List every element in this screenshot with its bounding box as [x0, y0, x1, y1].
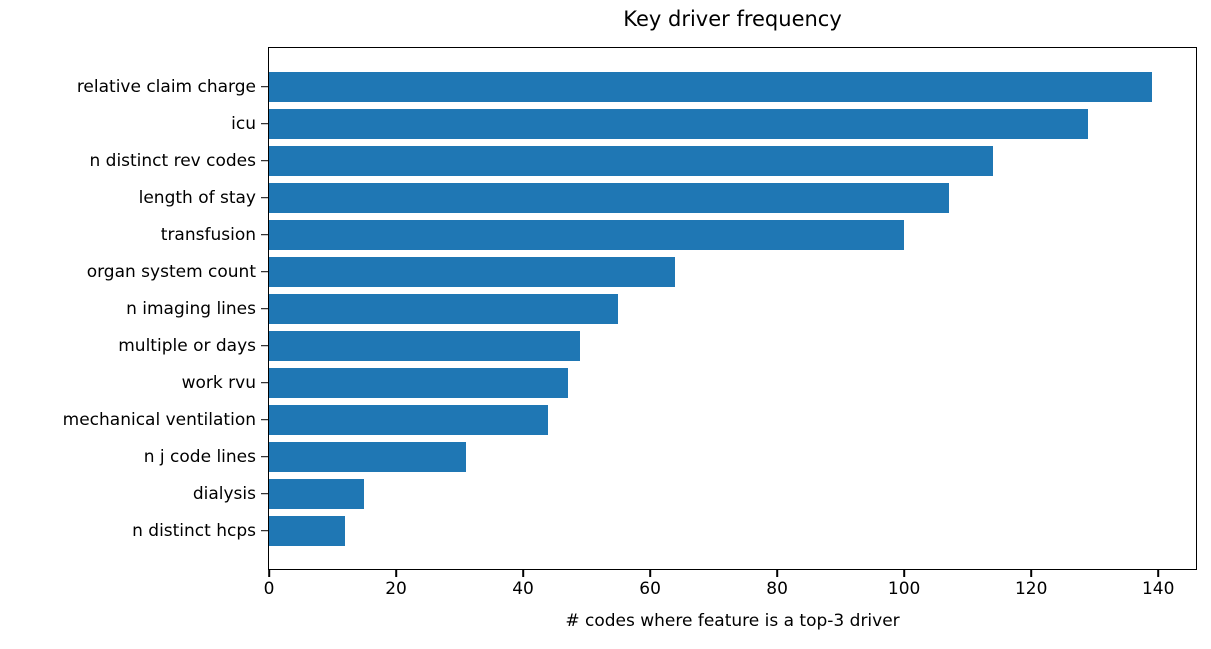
y-tick-mark — [261, 307, 268, 310]
category-label: multiple or days — [118, 335, 256, 356]
y-tick-mark — [261, 270, 268, 273]
x-tick-mark — [1030, 570, 1032, 577]
x-tick-label: 80 — [766, 579, 788, 599]
category-label: work rvu — [181, 372, 256, 393]
x-tick-mark — [522, 570, 524, 577]
plot-area: relative claim charge icu n distinct rev c… — [63, 47, 1197, 599]
x-tick-label: 20 — [385, 579, 407, 599]
bar-row: icu — [231, 105, 1196, 142]
category-label: length of stay — [138, 187, 256, 208]
bar — [269, 441, 466, 472]
bar — [269, 145, 994, 176]
x-tick-mark — [1157, 570, 1159, 577]
category-label: n j code lines — [143, 446, 256, 467]
bar — [269, 367, 568, 398]
x-tick-label: 120 — [1014, 579, 1048, 599]
x-tick-mark — [649, 570, 651, 577]
bar — [269, 478, 365, 509]
bar — [269, 515, 346, 546]
x-tick-mark — [268, 570, 270, 577]
bar — [269, 108, 1089, 139]
category-label: mechanical ventilation — [62, 409, 256, 430]
bar — [269, 404, 549, 435]
y-tick-mark — [261, 344, 268, 347]
y-tick-mark — [261, 381, 268, 384]
bar-row: dialysis — [193, 475, 1196, 512]
bar-row: n distinct hcps — [132, 512, 1196, 549]
y-tick-mark — [261, 418, 268, 421]
bar-row: work rvu — [182, 364, 1196, 401]
bar-row: transfusion — [161, 216, 1196, 253]
x-tick-mark — [776, 570, 778, 577]
bar-row: length of stay — [139, 179, 1196, 216]
bar-row: multiple or days — [118, 327, 1196, 364]
category-label: n distinct hcps — [132, 520, 256, 541]
bar — [269, 256, 676, 287]
bar — [269, 182, 949, 213]
category-label: organ system count — [86, 261, 256, 282]
category-label: n imaging lines — [126, 298, 256, 319]
category-label: n distinct rev codes — [89, 150, 256, 171]
category-label: transfusion — [160, 224, 256, 245]
bar-row: relative claim charge — [77, 68, 1196, 105]
y-tick-mark — [261, 455, 268, 458]
x-tick-label: 60 — [639, 579, 661, 599]
x-tick-label: 140 — [1141, 579, 1175, 599]
x-tick-label: 100 — [887, 579, 921, 599]
category-label: icu — [231, 113, 256, 134]
bars-container: relative claim charge icu n distinct rev c… — [63, 48, 1196, 569]
bar-row: organ system count — [87, 253, 1196, 290]
y-tick-mark — [261, 159, 268, 162]
bar-row: mechanical ventilation — [63, 401, 1196, 438]
bar — [269, 71, 1152, 102]
bar — [269, 293, 619, 324]
y-tick-mark — [261, 122, 268, 125]
x-tick-mark — [395, 570, 397, 577]
bar — [269, 219, 905, 250]
x-tick-label: 40 — [512, 579, 534, 599]
x-tick-mark — [903, 570, 905, 577]
bar-row: n imaging lines — [126, 290, 1196, 327]
bar-row: n j code lines — [144, 438, 1196, 475]
x-axis-label: # codes where feature is a top-3 driver — [565, 611, 900, 631]
bar — [269, 330, 581, 361]
y-tick-mark — [261, 233, 268, 236]
chart-title: Key driver frequency — [623, 7, 842, 31]
category-label: dialysis — [192, 483, 256, 504]
y-tick-mark — [261, 85, 268, 88]
y-tick-mark — [261, 492, 268, 495]
y-tick-mark — [261, 196, 268, 199]
x-tick-label: 0 — [263, 579, 275, 599]
bar-row: n distinct rev codes — [89, 142, 1196, 179]
category-label: relative claim charge — [76, 76, 256, 97]
y-tick-mark — [261, 529, 268, 532]
